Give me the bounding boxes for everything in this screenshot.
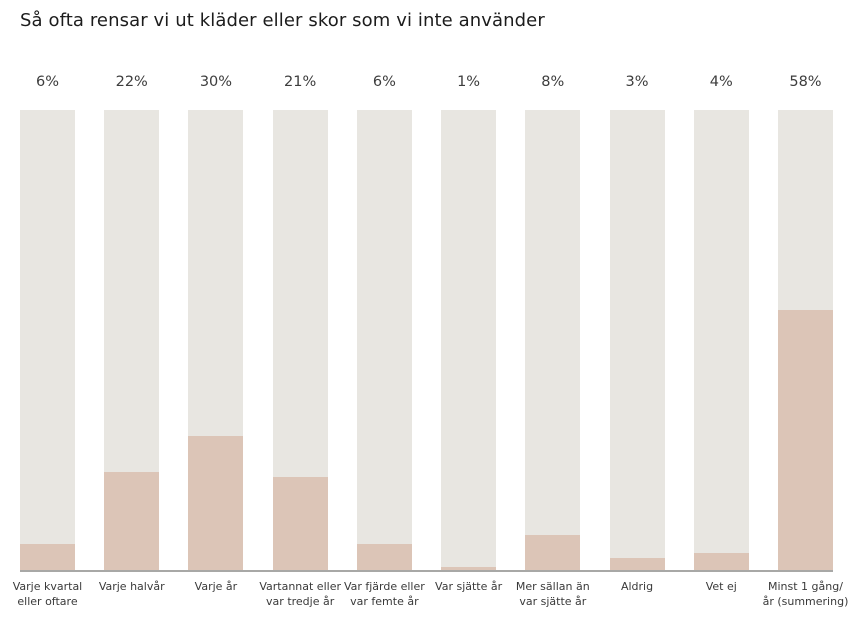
category-label: Vartannat eller var tredje år <box>259 580 341 608</box>
bar-track <box>609 110 665 571</box>
bar-track <box>104 110 160 571</box>
bar-column: 8% Mer sällan än var sjätte år <box>516 74 590 610</box>
bar-track <box>356 110 412 571</box>
bar-column: 22% Varje halvår <box>99 74 165 610</box>
bar-value-label: 21% <box>284 74 317 90</box>
bar-track <box>777 110 833 571</box>
bar-fill <box>609 557 665 571</box>
bar-column: 58% Minst 1 gång/år (summering) <box>763 74 849 610</box>
bar-fill <box>104 472 160 571</box>
bar-value-label: 3% <box>625 74 649 90</box>
bar-fill <box>188 436 244 571</box>
bar-track <box>441 110 497 571</box>
bar-fill <box>272 476 328 571</box>
bar-value-label: 1% <box>457 74 481 90</box>
category-label: Varje kvartal eller oftare <box>12 580 83 608</box>
bar-track <box>693 110 749 571</box>
x-axis-line <box>20 570 833 572</box>
bar-column: 1% Var sjätte år <box>435 74 502 610</box>
category-label: Varje år <box>194 580 238 593</box>
bar-track <box>188 110 244 571</box>
category-label: Mer sällan än var sjätte år <box>515 580 590 608</box>
bar-track <box>272 110 328 571</box>
category-label: Aldrig <box>620 580 654 593</box>
bar-chart: 6% Varje kvartal eller oftare 22% Varje … <box>13 74 849 610</box>
bar-column: 6% Varje kvartal eller oftare <box>13 74 83 610</box>
category-label: Vet ej <box>705 580 737 593</box>
bar-column: 4% Vet ej <box>693 74 749 610</box>
bar-value-label: 22% <box>115 74 148 90</box>
bar-column: 6% Var fjärde eller var femte år <box>344 74 425 610</box>
bar-value-label: 6% <box>372 74 396 90</box>
bar-fill <box>20 544 75 571</box>
bar-value-label: 6% <box>35 74 59 90</box>
bar-column: 30% Varje år <box>188 74 244 610</box>
bar-fill <box>441 566 497 571</box>
bar-value-label: 58% <box>789 74 822 90</box>
bar-track <box>525 110 581 571</box>
bar-value-label: 30% <box>199 74 233 90</box>
category-label: Var sjätte år <box>435 580 503 593</box>
bar-value-label: 8% <box>541 74 565 90</box>
bar-value-label: 4% <box>709 74 733 90</box>
bar-fill <box>693 553 749 571</box>
category-label: Varje halvår <box>98 580 165 593</box>
bar-track <box>20 110 75 571</box>
bar-column: 21% Vartannat eller var tredje år <box>259 74 341 610</box>
category-label: Var fjärde eller var femte år <box>343 580 425 608</box>
bar-fill <box>525 535 581 571</box>
bar-column: 3% Aldrig <box>609 74 665 610</box>
category-label: Minst 1 gång/år (summering) <box>762 580 849 608</box>
bar-fill <box>777 310 833 571</box>
bar-fill <box>356 544 412 571</box>
bar-columns: 6% Varje kvartal eller oftare 22% Varje … <box>13 74 849 610</box>
chart-title: Så ofta rensar vi ut kläder eller skor s… <box>20 10 545 31</box>
